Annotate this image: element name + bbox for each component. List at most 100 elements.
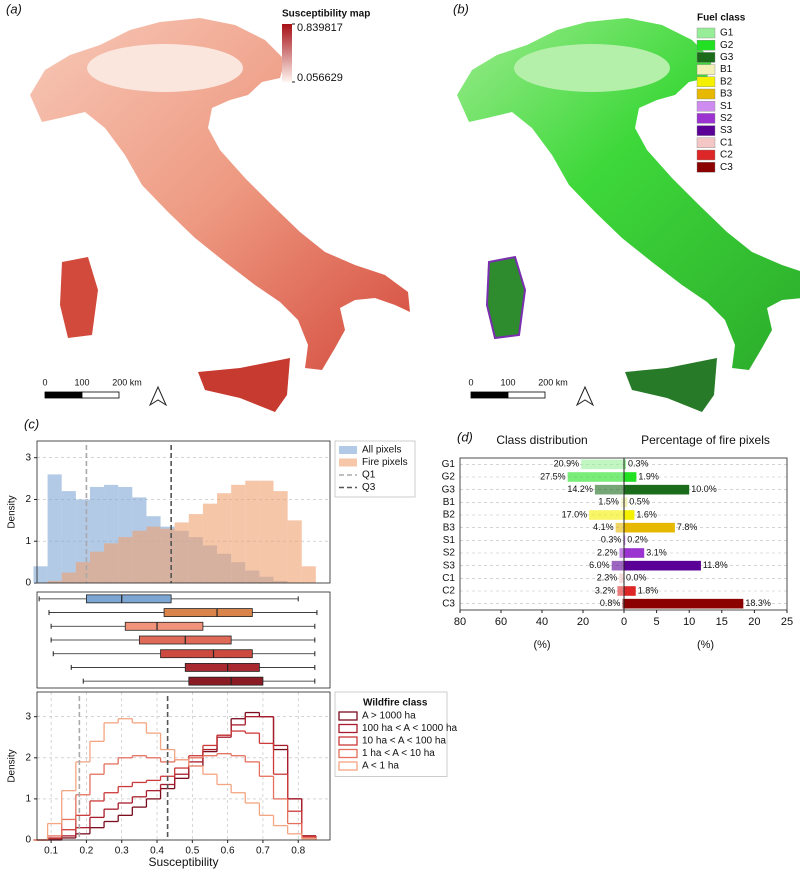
bar — [581, 459, 624, 470]
bar — [624, 598, 744, 609]
scale-segment — [470, 391, 509, 399]
category-label: C2 — [442, 586, 455, 597]
colorbar-label: 0.056629 — [297, 72, 343, 84]
category-label: G3 — [442, 484, 456, 495]
plot-frame — [36, 440, 331, 584]
bar — [624, 497, 628, 508]
x-tick-label: 0.5 — [185, 846, 199, 857]
x-tick-label: 40 — [536, 616, 548, 628]
map-italy-susceptibility — [30, 18, 410, 412]
legend-swatch — [338, 748, 358, 759]
x-tick-label: 60 — [495, 616, 507, 628]
x-tick-label: 10 — [683, 616, 695, 628]
y-tick-label: 0 — [25, 835, 31, 846]
scale-label: 0 — [468, 377, 473, 387]
y-tick-label: 2 — [25, 752, 31, 763]
legend-swatch — [696, 76, 716, 88]
hist-bar — [89, 551, 105, 583]
panel-label: (a) — [6, 1, 22, 16]
value-label: 11.8% — [703, 560, 728, 570]
value-label: 1.6% — [636, 509, 657, 519]
value-label: 17.0% — [562, 509, 588, 519]
legend-swatch — [696, 27, 716, 39]
panel-label: (b) — [453, 1, 469, 16]
y-tick-label: 1 — [25, 536, 31, 547]
panel-label: (d) — [457, 429, 473, 444]
x-axis-label: (%) — [697, 639, 714, 651]
value-label: 20.9% — [554, 459, 580, 469]
legend-label: Q1 — [362, 470, 376, 481]
value-label: 0.0% — [626, 573, 647, 583]
hist-bar — [61, 491, 76, 583]
category-label: S2 — [443, 548, 456, 559]
hist-bar — [245, 480, 260, 583]
scale-label: 0 — [42, 377, 47, 387]
y-axis-label: Density — [7, 749, 18, 782]
bar — [611, 560, 624, 571]
category-label: B1 — [443, 497, 456, 508]
legend-label: C3 — [720, 162, 733, 173]
scale-label: 100 — [74, 377, 89, 387]
series-title: Class distribution — [496, 433, 587, 447]
legend-label: All pixels — [362, 445, 401, 456]
legend-label: Q3 — [362, 482, 376, 493]
box — [124, 621, 204, 631]
hist-bar — [104, 543, 119, 583]
colorbar-title: Susceptibility map — [282, 9, 370, 20]
category-label: C1 — [442, 573, 455, 584]
hist-bar — [174, 522, 189, 583]
hist-bar — [61, 572, 76, 583]
value-label: 10.0% — [691, 484, 717, 494]
bar — [624, 484, 690, 495]
po-valley — [514, 44, 670, 92]
bar — [615, 522, 624, 533]
hist-bar — [146, 526, 161, 583]
value-label: 18.3% — [745, 598, 771, 608]
value-label: 1.8% — [638, 585, 659, 595]
value-label: 1.5% — [598, 497, 619, 507]
legend-swatch — [338, 711, 358, 721]
value-label: 0.3% — [601, 535, 622, 545]
legend-label: A > 1000 ha — [362, 711, 416, 722]
hist-bar — [118, 537, 133, 583]
legend-label: S2 — [720, 113, 733, 124]
scale-segment — [81, 391, 120, 399]
category-label: S1 — [443, 535, 456, 546]
x-axis-label: Susceptibility — [148, 855, 218, 869]
value-label: 0.2% — [627, 535, 648, 545]
colorbar — [282, 24, 292, 82]
x-axis-label: (%) — [533, 639, 550, 651]
legend-swatch — [696, 125, 716, 136]
hist-bar — [47, 580, 62, 583]
x-tick-label: 25 — [781, 616, 793, 628]
panel-label: (c) — [24, 416, 39, 431]
plot-background — [37, 692, 330, 840]
hist-bar — [287, 520, 302, 583]
category-label: C3 — [442, 598, 455, 609]
hist-bar — [132, 530, 147, 583]
x-tick-label: 0.8 — [291, 846, 305, 857]
bar — [622, 598, 624, 609]
bar — [624, 472, 637, 482]
y-tick-label: 3 — [25, 711, 31, 722]
legend-swatch — [696, 52, 716, 63]
bar — [617, 586, 624, 596]
map-italy-fuel — [457, 18, 800, 412]
hist-bar — [160, 528, 175, 583]
bar — [624, 510, 635, 520]
x-tick-label: 5 — [654, 616, 660, 628]
value-label: 14.2% — [567, 484, 593, 494]
bar — [567, 472, 624, 482]
hist-bar — [301, 566, 316, 583]
x-tick-label: 0.1 — [44, 846, 58, 857]
legend-label: 100 ha < A < 1000 ha — [362, 723, 458, 734]
hist-bar — [273, 491, 288, 583]
box — [188, 676, 264, 686]
value-label: 0.8% — [600, 598, 621, 608]
legend-label: G2 — [720, 40, 734, 51]
value-label: 1.9% — [638, 471, 659, 481]
value-label: 7.8% — [677, 522, 698, 532]
legend-swatch — [696, 161, 716, 173]
legend-label: 1 ha < A < 10 ha — [362, 748, 435, 759]
